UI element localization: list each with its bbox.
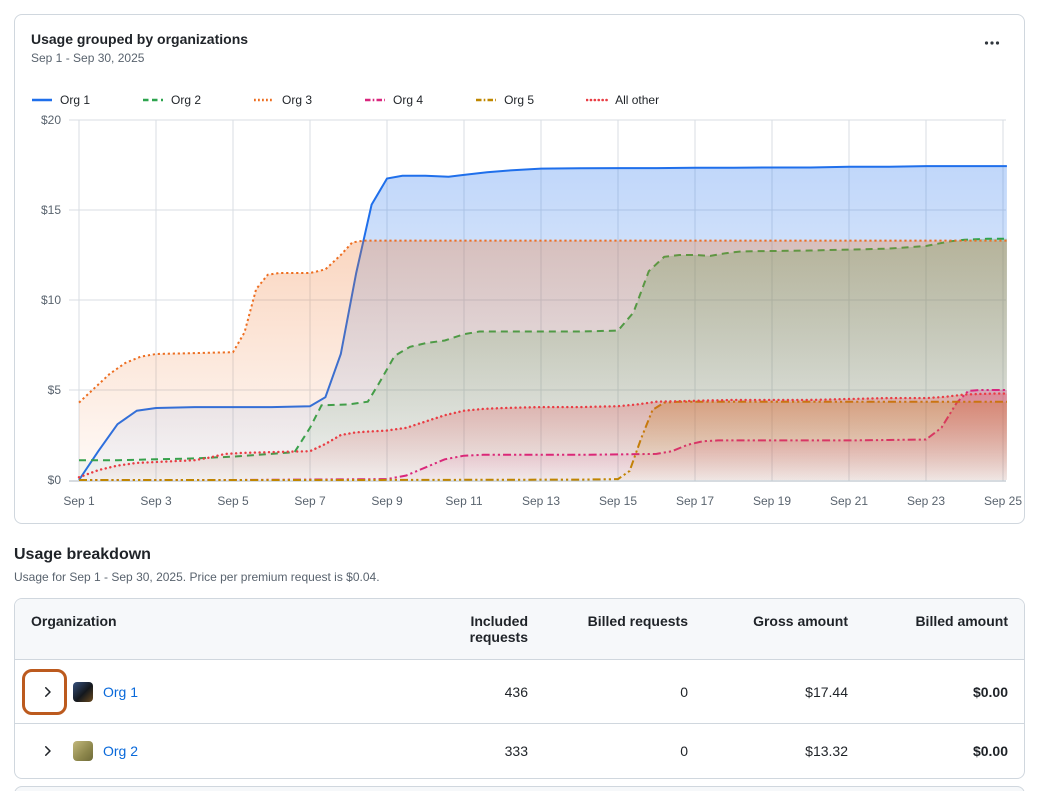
legend-item-org-1: Org 1 (31, 93, 90, 107)
legend-item-all-other: All other (586, 93, 659, 107)
expand-row-button[interactable] (31, 676, 63, 708)
breakdown-caption: Usage for Sep 1 - Sep 30, 2025. Price pe… (14, 570, 380, 584)
column-header-included-requests: Included requests (469, 613, 528, 645)
table-header-row: Organization Included requests Billed re… (15, 599, 1024, 660)
chart-options-button[interactable] (976, 29, 1008, 60)
series-area-org-1 (79, 166, 1007, 480)
included-requests-value: 333 (504, 743, 528, 759)
legend-swatch-icon (143, 98, 164, 102)
x-axis-tick: Sep 25 (984, 494, 1022, 508)
billed-requests-value: 0 (680, 743, 688, 759)
legend-swatch-icon (365, 98, 386, 102)
legend-label: Org 4 (393, 93, 424, 107)
x-axis-tick: Sep 17 (676, 494, 714, 508)
series-line-org-1 (78, 165, 1007, 481)
x-axis-tick: Sep 7 (294, 494, 326, 508)
org-cell: Org 1 (15, 665, 434, 719)
chevron-right-icon (45, 686, 51, 697)
y-axis-tick: $15 (41, 203, 61, 217)
kebab-horizontal-icon (984, 41, 1000, 45)
chart-header: Usage grouped by organizations Sep 1 - S… (31, 29, 248, 65)
billed-amount-value: $0.00 (972, 743, 1008, 759)
billed-requests-value: 0 (680, 683, 688, 700)
table-row: Org 2 333 0 $13.32 $0.00 (15, 724, 1024, 778)
x-axis-tick: Sep 21 (830, 494, 868, 508)
series-line-all-other (77, 392, 1007, 479)
x-axis-tick: Sep 23 (907, 494, 945, 508)
legend-item-org-4: Org 4 (364, 93, 423, 107)
legend-item-org-3: Org 3 (253, 93, 312, 107)
legend-item-org-2: Org 2 (142, 93, 201, 107)
series-area-org-3 (79, 240, 1007, 480)
y-axis-tick: $5 (48, 383, 62, 397)
chart-title: Usage grouped by organizations (31, 31, 249, 47)
legend-swatch-icon (254, 98, 275, 102)
y-axis-tick: $20 (41, 113, 61, 127)
x-axis-tick: Sep 3 (140, 494, 172, 508)
included-requests-value: 436 (504, 683, 528, 700)
x-axis-tick: Sep 5 (217, 494, 249, 508)
legend-label: Org 3 (282, 93, 313, 107)
usage-chart-card: $0 $5 $10 $15 $20 Sep 1 Sep 3 Sep 5 Sep 7 Sep 9 Se… (14, 14, 1025, 524)
series-area-org-4 (79, 390, 1007, 480)
legend-swatch-icon (586, 98, 609, 102)
legend-label: Org 2 (171, 93, 202, 107)
x-axis-tick: Sep 19 (753, 494, 791, 508)
series-line-org-2 (79, 237, 1007, 462)
legend-item-org-5: Org 5 (475, 93, 534, 107)
usage-breakdown-table: Organization Included requests Billed re… (14, 598, 1025, 779)
chart-date-range: Sep 1 - Sep 30, 2025 (31, 51, 145, 65)
breakdown-heading: Usage breakdown (14, 546, 151, 563)
x-axis-tick: Sep 11 (445, 494, 482, 508)
x-axis-tick: Sep 1 (63, 494, 95, 508)
legend-label: All other (615, 93, 660, 107)
org-link[interactable]: Org 1 (103, 683, 139, 700)
table-row: Org 1 436 0 $17.44 $0.00 (15, 660, 1024, 724)
y-axis-tick: $10 (41, 293, 61, 307)
legend-label: Org 5 (504, 93, 535, 107)
y-axis-tick: $0 (48, 473, 62, 487)
series-line-org-3 (78, 239, 1007, 404)
column-header-billed-requests: Billed requests (587, 613, 688, 629)
expand-row-button[interactable] (31, 735, 63, 767)
gross-amount-value: $17.44 (805, 683, 848, 700)
org-link[interactable]: Org 2 (103, 743, 139, 759)
x-axis-tick: Sep 9 (371, 494, 403, 508)
chart-legend: Org 1 Org 2 Org 3 Org 4 Org 5 All other (31, 93, 659, 107)
billed-amount-value: $0.00 (972, 683, 1008, 700)
series-line-org-4 (79, 389, 1007, 481)
series-area-org-2 (79, 238, 1007, 480)
org-cell: Org 2 (15, 724, 434, 778)
x-axis-tick: Sep 13 (522, 494, 560, 508)
legend-swatch-icon (32, 98, 52, 102)
next-section-partial (14, 786, 1025, 791)
series-line-org-5 (79, 400, 1007, 481)
x-axis-tick: Sep 15 (599, 494, 637, 508)
series-area-org-5 (79, 401, 1007, 480)
gross-amount-value: $13.32 (805, 743, 848, 759)
usage-chart-svg: $0 $5 $10 $15 $20 Sep 1 Sep 3 Sep 5 Sep 7 Sep 9 Se… (41, 113, 1022, 508)
series-area-all-other (79, 393, 1007, 480)
org-avatar (73, 741, 93, 761)
chevron-right-icon (45, 746, 51, 756)
org-avatar (73, 681, 93, 702)
column-header-gross-amount: Gross amount (753, 613, 848, 629)
legend-swatch-icon (476, 98, 497, 102)
legend-label: Org 1 (60, 93, 91, 107)
column-header-billed-amount: Billed amount (915, 613, 1008, 629)
column-header-organization: Organization (31, 613, 117, 629)
